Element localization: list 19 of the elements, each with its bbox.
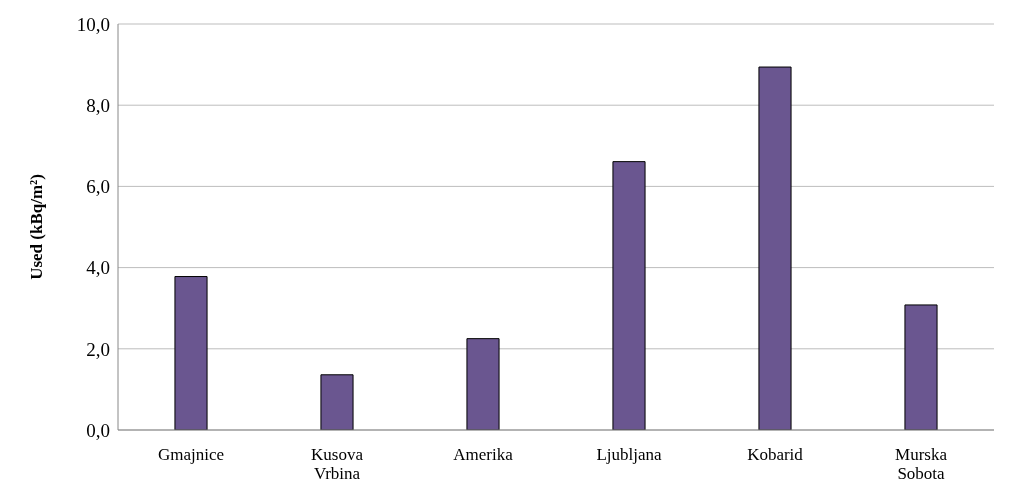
y-tick-label: 0,0 [86,419,110,441]
x-tick-label: Kusova Vrbina [311,444,364,484]
y-axis-title: Used (kBq/m²) [27,174,47,280]
bar [904,304,938,430]
bar [320,374,354,430]
y-tick-label: 4,0 [86,257,110,279]
bar [612,161,646,430]
y-tick-label: 2,0 [86,338,110,360]
y-tick-label: 10,0 [76,13,110,35]
x-tick-label: Murska Sobota [895,444,948,484]
y-tick-label: 8,0 [86,94,110,116]
x-tick-label: Amerika [453,444,514,464]
x-tick-label: Kobarid [747,444,804,464]
bar [466,338,500,430]
bar [174,276,208,430]
y-tick-label: 6,0 [86,176,110,198]
x-tick-label: Ljubljana [596,444,663,464]
x-tick-label: Gmajnice [157,444,225,464]
bar [758,66,792,430]
